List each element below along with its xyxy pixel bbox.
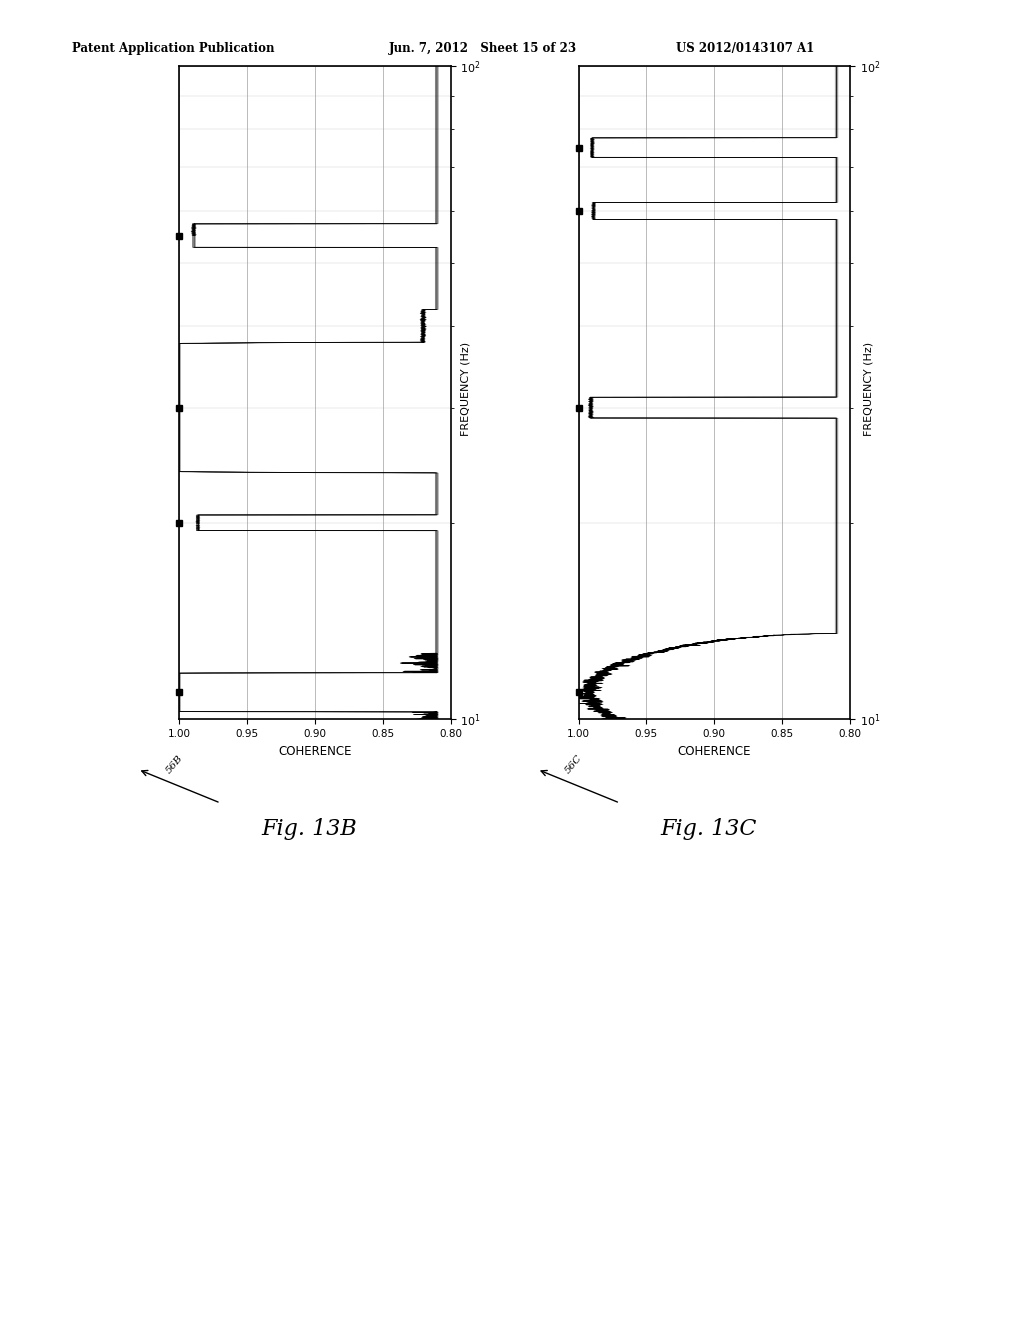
Text: Jun. 7, 2012   Sheet 15 of 23: Jun. 7, 2012 Sheet 15 of 23 [389, 42, 578, 55]
Text: 56C: 56C [563, 752, 584, 775]
Text: Fig. 13B: Fig. 13B [261, 818, 357, 841]
Text: Fig. 13C: Fig. 13C [660, 818, 757, 841]
Text: FREQUENCY (Hz): FREQUENCY (Hz) [863, 342, 873, 437]
X-axis label: COHERENCE: COHERENCE [678, 744, 751, 758]
Text: US 2012/0143107 A1: US 2012/0143107 A1 [676, 42, 814, 55]
Text: FREQUENCY (Hz): FREQUENCY (Hz) [461, 342, 471, 437]
Text: Patent Application Publication: Patent Application Publication [72, 42, 274, 55]
Text: 56B: 56B [164, 754, 184, 775]
X-axis label: COHERENCE: COHERENCE [279, 744, 351, 758]
